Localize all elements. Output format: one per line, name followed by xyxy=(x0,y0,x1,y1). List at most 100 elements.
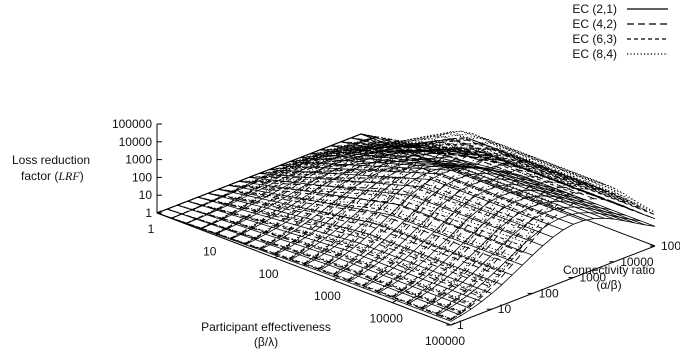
surface-grid-line xyxy=(333,172,538,277)
surface-grid-line xyxy=(318,147,523,270)
surface-grid-line xyxy=(230,149,435,240)
surface-grid-line xyxy=(177,204,472,307)
x-tick-mark xyxy=(274,255,279,259)
x-tick-mark xyxy=(215,232,221,236)
surface-grid-line xyxy=(274,137,479,254)
surface-grid-line xyxy=(421,176,626,309)
surface-grid-line xyxy=(269,148,564,200)
surface-grid-line xyxy=(450,187,656,320)
surface-grid-line xyxy=(258,157,554,209)
series-surface xyxy=(156,133,656,322)
surface-grid-line xyxy=(167,208,462,312)
y-tick-label: 10000 xyxy=(620,255,654,269)
surface-grid-line xyxy=(377,153,582,291)
surface-grid-line xyxy=(177,204,472,304)
y-tick-label: 10 xyxy=(498,302,512,316)
surface-grid-line xyxy=(309,153,605,219)
x-tick-mark xyxy=(156,210,162,214)
surface-grid-line xyxy=(156,212,452,320)
surface-grid-line xyxy=(450,198,656,321)
x-tick-label: 10 xyxy=(203,244,217,258)
z-tick-label: 10 xyxy=(139,188,153,202)
axes-group: 1 10 100 1000 10000 100000 1 10 100 1000 10000 1000… xyxy=(112,117,680,348)
surface-grid-line xyxy=(248,168,543,221)
surface-grid-line xyxy=(350,137,645,208)
surface-grid-line xyxy=(259,140,464,249)
x-axis-title-line2: (β/λ) xyxy=(254,335,278,349)
surface-grid-line xyxy=(156,212,452,322)
legend: EC (2,1)EC (4,2)EC (6,3)EC (8,4) xyxy=(572,2,668,61)
surface-grid-line xyxy=(197,196,492,283)
y-tick-label: 100000 xyxy=(661,239,680,253)
surface-grid-line xyxy=(197,196,492,288)
y-axis-title-line1: Connectivity ratio xyxy=(563,263,655,277)
surface-grid-line xyxy=(218,188,513,260)
x-tick-label: 1000 xyxy=(314,289,341,303)
y-tick-label: 1000 xyxy=(579,271,606,285)
surface-grid-line xyxy=(391,158,597,297)
floor-right-edge xyxy=(450,245,656,326)
y-tick-label: 100 xyxy=(539,286,559,300)
legend-label: EC (4,2) xyxy=(572,17,617,31)
surface-grid-line xyxy=(218,188,513,257)
surface-grid-line xyxy=(391,165,597,298)
surface-grid-line xyxy=(318,130,523,269)
surface-grid-line xyxy=(450,217,656,322)
y-axis-line xyxy=(360,133,656,247)
surface-grid-line xyxy=(187,200,482,294)
surface-grid-line xyxy=(450,181,656,319)
surface-grid-line xyxy=(228,184,523,253)
surface-grid-line xyxy=(421,186,626,309)
surface-grid-line xyxy=(330,145,625,200)
z-tick-label: 1000 xyxy=(125,153,152,167)
series-surface xyxy=(156,130,656,320)
legend-label: EC (6,3) xyxy=(572,32,617,46)
surface-grid-line xyxy=(436,175,641,314)
surface-grid-line xyxy=(318,137,523,270)
surface-grid-line xyxy=(207,192,503,273)
x-axis-line xyxy=(156,212,452,326)
z-tick-label: 100000 xyxy=(112,117,152,131)
surface-grid-line xyxy=(274,142,479,254)
surface-grid-line xyxy=(244,145,450,244)
surface-grid-line xyxy=(230,143,435,239)
surface-grid-line xyxy=(269,169,564,231)
x-tick-mark xyxy=(450,322,456,326)
surface-grid-line xyxy=(207,192,503,277)
surface-grid-line xyxy=(258,167,554,219)
surface-grid-line xyxy=(299,137,594,189)
surface-grid-line xyxy=(377,170,582,293)
surface-grid-line xyxy=(171,136,376,219)
surface-grid-line xyxy=(289,141,494,259)
x-tick-label: 100000 xyxy=(425,334,465,348)
x-tick-mark xyxy=(333,277,338,281)
surface-grid-line xyxy=(279,165,574,225)
surface-grid-line xyxy=(347,178,553,283)
z-tick-label: 1 xyxy=(145,206,152,220)
surface-grid-line xyxy=(362,164,567,287)
z-axis-title-line2: factor (LRF) xyxy=(21,169,84,183)
surface-grid-line xyxy=(269,158,564,211)
surface-group xyxy=(156,130,656,322)
legend-label: EC (2,1) xyxy=(572,2,617,16)
surface-grid-line xyxy=(340,141,635,201)
surface-grid-line xyxy=(347,148,553,281)
surface-grid-line xyxy=(406,181,612,304)
surface-grid-line xyxy=(274,150,479,255)
surface-grid-line xyxy=(333,143,538,275)
surface-grid-line xyxy=(303,139,509,264)
y-tick-label: 1 xyxy=(457,318,464,332)
x-tick-label: 100 xyxy=(259,267,279,281)
surface-grid-line xyxy=(421,169,626,308)
surface-grid-line xyxy=(436,192,641,315)
surface-grid-line xyxy=(362,147,568,286)
surface-grid-line xyxy=(333,136,538,275)
surface-grid-line xyxy=(303,133,509,264)
surface-grid-line xyxy=(391,195,597,300)
surface-grid-line xyxy=(258,151,554,203)
back-axis-line xyxy=(156,133,362,214)
surface-grid-line xyxy=(377,189,582,294)
surface-grid-line xyxy=(289,161,584,221)
x-tick-mark xyxy=(391,300,397,304)
x-tick-label: 10000 xyxy=(370,312,404,326)
